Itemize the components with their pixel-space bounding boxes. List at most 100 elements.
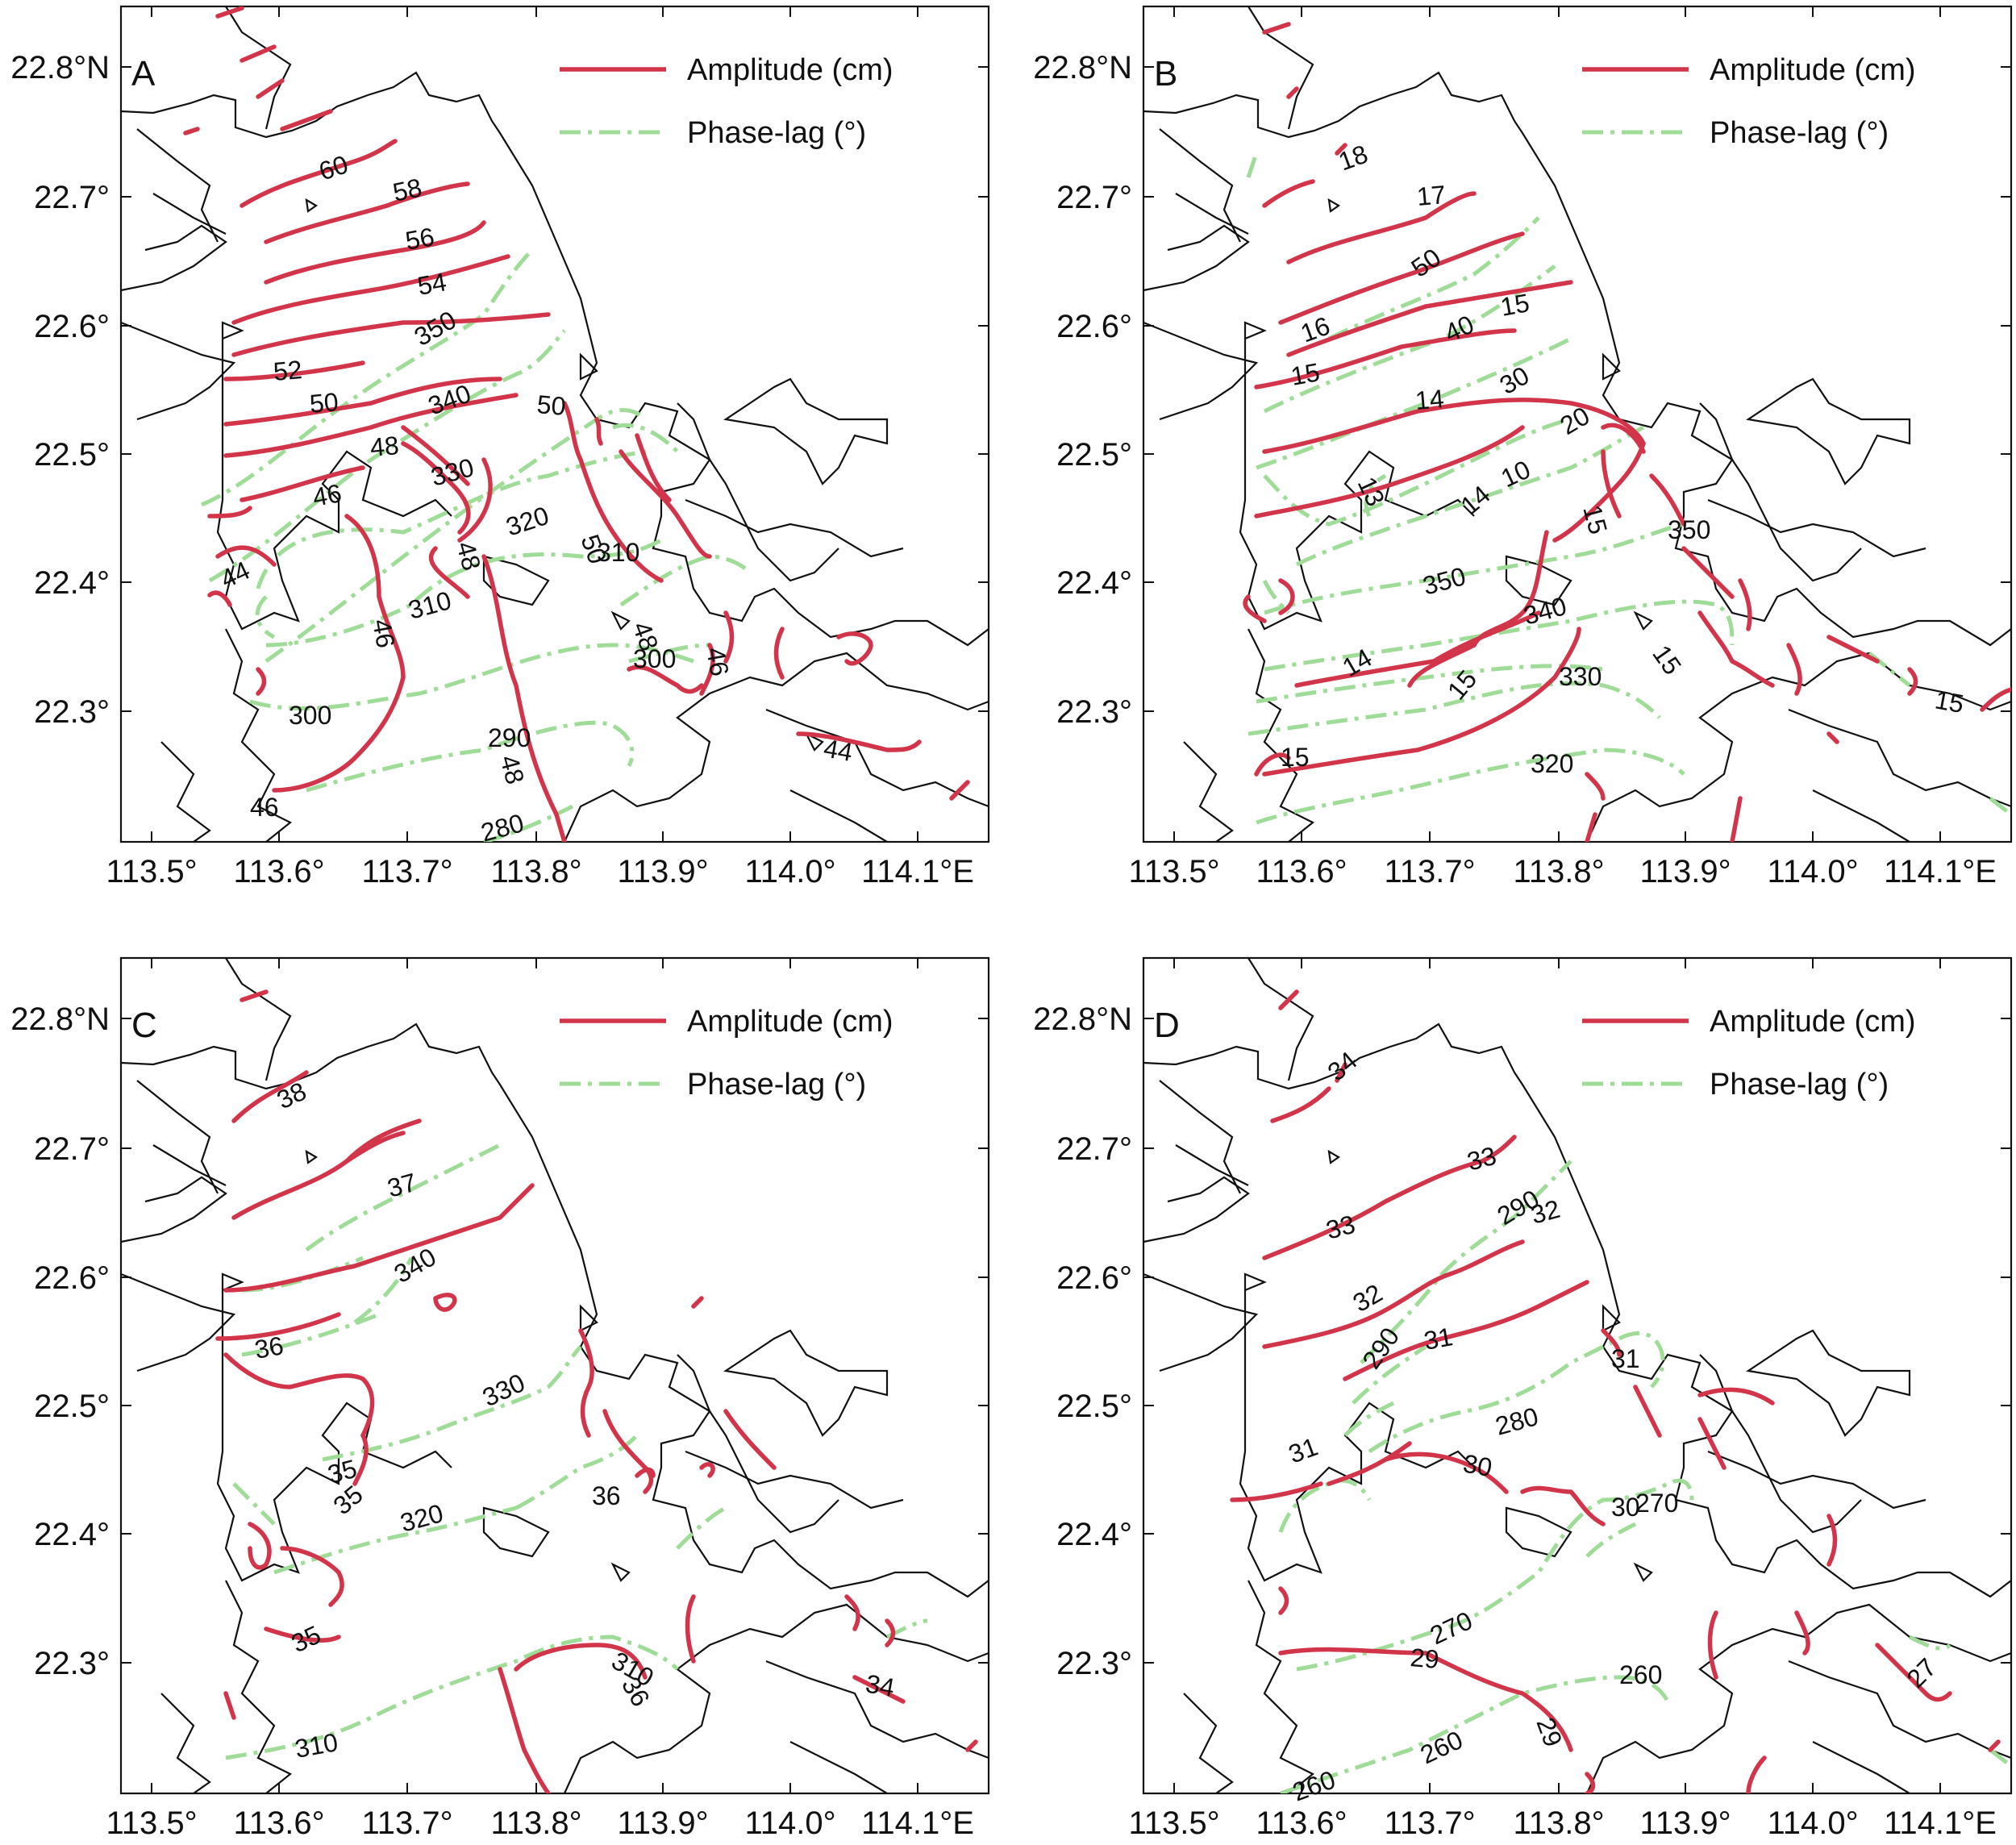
y-tick-label: 22.4° (1056, 565, 1132, 601)
phase-label: 320 (1531, 749, 1573, 778)
x-tick-label: 114.0° (744, 1805, 835, 1841)
y-tick-label: 22.8°N (1033, 50, 1132, 85)
y-tick-label: 22.6° (34, 1260, 110, 1296)
amp-label: 46 (367, 617, 401, 650)
legend-amplitude-label: Amplitude (cm) (1710, 1005, 1916, 1039)
y-tick-label: 22.5° (1056, 437, 1132, 473)
y-tick-label: 22.5° (1056, 1389, 1132, 1424)
x-axis-ticks: 113.5° 113.6° 113.7° 113.8° 113.9° 114.0… (106, 6, 974, 889)
y-tick-label: 22.3° (34, 1646, 110, 1681)
panel-label: D (1154, 1006, 1180, 1045)
panel-label: C (131, 1006, 157, 1045)
phase-label: 310 (597, 538, 639, 567)
phase-label: 300 (633, 644, 676, 673)
y-tick-label: 22.4° (1056, 1517, 1132, 1552)
x-tick-label: 113.9° (617, 854, 708, 889)
y-tick-label: 22.4° (34, 1517, 110, 1552)
amp-label: 48 (369, 431, 400, 462)
x-axis-ticks: 113.5° 113.6° 113.7° 113.8° 113.9° 114.0… (1128, 6, 1997, 889)
amplitude-contours (1230, 989, 2001, 1793)
phase-label: 260 (1619, 1660, 1662, 1689)
y-tick-label: 22.3° (1056, 1646, 1132, 1681)
x-tick-label: 114.0° (1767, 854, 1858, 889)
x-axis-ticks: 113.5° 113.6° 113.7° 113.8° 113.9° 114.0… (1128, 958, 1997, 1841)
x-tick-label: 113.9° (1639, 854, 1731, 889)
x-tick-label: 114.1°E (1884, 854, 1997, 889)
panel-b: 18 17 16 15 15 14 14 10 15 15 14 15 15 1… (1033, 5, 2013, 889)
x-tick-label: 113.7° (1384, 854, 1475, 889)
y-tick-label: 22.6° (1056, 309, 1132, 344)
coastline (1143, 958, 2011, 1793)
y-axis-ticks: 22.8°N 22.7° 22.6° 22.5° 22.4° 22.3° (10, 1002, 989, 1681)
amp-label: 29 (1409, 1643, 1440, 1674)
x-tick-label: 113.7° (361, 1805, 452, 1841)
x-tick-label: 114.1°E (861, 1805, 974, 1841)
legend-phase-label: Phase-lag (°) (1710, 1068, 1889, 1102)
amp-label: 31 (1611, 1344, 1640, 1373)
y-tick-label: 22.8°N (10, 50, 110, 85)
x-tick-label: 113.5° (1128, 854, 1219, 889)
x-tick-label: 113.5° (1128, 1805, 1219, 1841)
x-tick-label: 113.9° (1639, 1805, 1731, 1841)
legend-phase-label: Phase-lag (°) (1710, 116, 1889, 150)
amp-label: 15 (1498, 288, 1531, 322)
x-tick-label: 113.7° (1384, 1805, 1475, 1841)
x-tick-label: 113.7° (361, 854, 452, 889)
legend: Amplitude (cm) Phase-lag (°) (560, 1005, 893, 1102)
y-tick-label: 22.8°N (10, 1002, 110, 1037)
y-axis-ticks: 22.8°N 22.7° 22.6° 22.5° 22.4° 22.3° (1033, 1002, 2011, 1681)
amp-label: 46 (250, 793, 279, 822)
x-axis-ticks: 113.5° 113.6° 113.7° 113.8° 113.9° 114.0… (106, 958, 974, 1841)
x-tick-label: 114.0° (744, 854, 835, 889)
amp-label: 54 (415, 267, 448, 301)
amp-label: 56 (403, 222, 436, 256)
coastline (121, 6, 989, 842)
amp-label: 15 (1933, 685, 1966, 718)
x-tick-label: 113.6° (233, 854, 324, 889)
y-tick-label: 22.6° (1056, 1260, 1132, 1296)
x-tick-label: 113.6° (1256, 1805, 1347, 1841)
panel-c: 38 37 36 35 35 35 36 34 36 340 330 320 3… (10, 956, 990, 1841)
amp-label: 14 (1414, 384, 1445, 415)
legend-amplitude-label: Amplitude (cm) (1710, 53, 1916, 87)
amp-label: 46 (310, 478, 344, 512)
phase-label: 300 (289, 701, 331, 730)
x-tick-label: 113.8° (490, 854, 581, 889)
amp-label: 30 (1611, 1493, 1640, 1522)
amp-label: 50 (535, 389, 567, 421)
phase-label: 330 (1559, 662, 1602, 691)
amp-label: 30 (1461, 1448, 1494, 1482)
phase-label: 350 (1668, 515, 1710, 544)
panel-label: A (131, 54, 156, 94)
amp-label: 58 (390, 173, 424, 207)
x-tick-label: 113.8° (490, 1805, 581, 1841)
amp-label: 44 (822, 733, 855, 767)
x-tick-label: 113.6° (233, 1805, 324, 1841)
amp-label: 36 (252, 1331, 285, 1364)
y-tick-label: 22.5° (34, 1389, 110, 1424)
amplitude-contours (215, 989, 978, 1793)
amplitude-contours (183, 6, 970, 842)
legend-phase-label: Phase-lag (°) (687, 116, 866, 150)
x-tick-label: 113.5° (106, 1805, 197, 1841)
x-tick-label: 114.0° (1767, 1805, 1858, 1841)
x-tick-label: 113.6° (1256, 854, 1347, 889)
y-tick-label: 22.8°N (1033, 1002, 1132, 1037)
contour-labels: 60 58 56 54 52 50 48 46 44 50 48 46 48 4… (216, 149, 855, 847)
y-axis-ticks: 22.8°N 22.7° 22.6° 22.5° 22.4° 22.3° (10, 50, 989, 730)
legend: Amplitude (cm) Phase-lag (°) (560, 53, 893, 150)
x-tick-label: 113.5° (106, 854, 197, 889)
x-tick-label: 114.1°E (861, 854, 974, 889)
panel-d: 34 33 33 32 32 31 31 31 30 30 29 29 27 2… (1033, 956, 2013, 1841)
legend-amplitude-label: Amplitude (cm) (687, 53, 893, 87)
legend: Amplitude (cm) Phase-lag (°) (1582, 1005, 1916, 1102)
x-tick-label: 113.8° (1513, 1805, 1604, 1841)
y-tick-label: 22.6° (34, 309, 110, 344)
y-tick-label: 22.7° (34, 1131, 110, 1167)
phase-label: 290 (488, 723, 531, 752)
amp-label: 15 (1289, 357, 1322, 391)
y-tick-label: 22.4° (34, 565, 110, 601)
legend-amplitude-label: Amplitude (cm) (687, 1005, 893, 1039)
